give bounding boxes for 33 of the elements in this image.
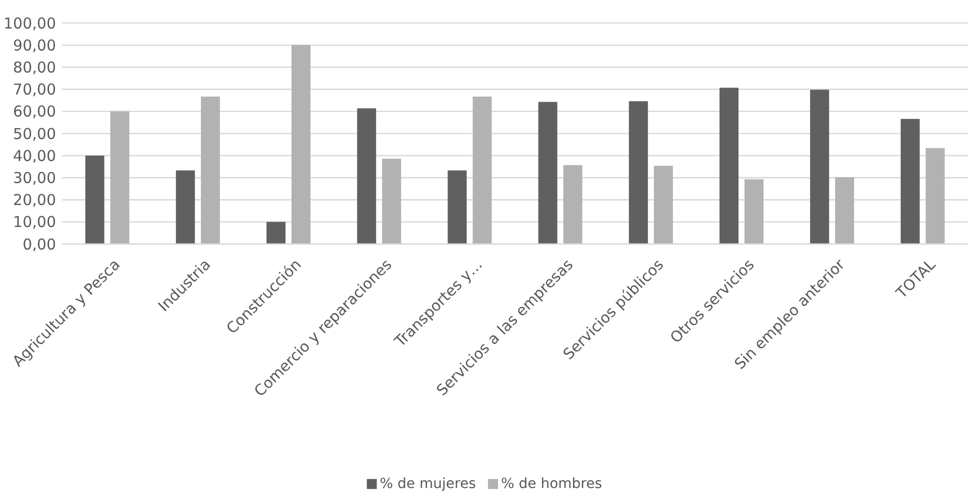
bar [744,179,764,244]
bar [292,45,310,244]
bar [472,96,492,244]
y-tick-label: 80,00 [13,58,56,76]
y-tick-label: 10,00 [13,213,56,232]
y-tick-label: 0,00 [22,235,56,254]
bar [357,108,376,244]
bar [563,165,582,244]
y-tick-label: 60,00 [13,102,56,121]
y-tick-label: 50,00 [13,124,56,143]
bar [266,222,286,244]
y-tick-label: 90,00 [13,36,56,54]
bar [810,90,830,244]
bar [926,148,945,244]
bar [720,88,738,244]
bar [200,96,220,244]
bar [176,170,195,244]
bar [900,118,920,244]
y-tick-label: 70,00 [13,80,56,99]
y-tick-label: 30,00 [13,168,56,187]
legend-label: % de mujeres [380,476,476,492]
y-tick-label: 100,00 [4,14,56,32]
legend-label: % de hombres [501,476,602,492]
bar [448,170,467,244]
bar [628,101,648,244]
bar [835,177,854,244]
y-tick-label: 40,00 [13,146,56,165]
bar [85,156,104,244]
bar [538,102,558,244]
y-tick-label: 20,00 [13,191,56,210]
bar [382,158,402,244]
bar [110,111,130,244]
bar [654,166,673,244]
